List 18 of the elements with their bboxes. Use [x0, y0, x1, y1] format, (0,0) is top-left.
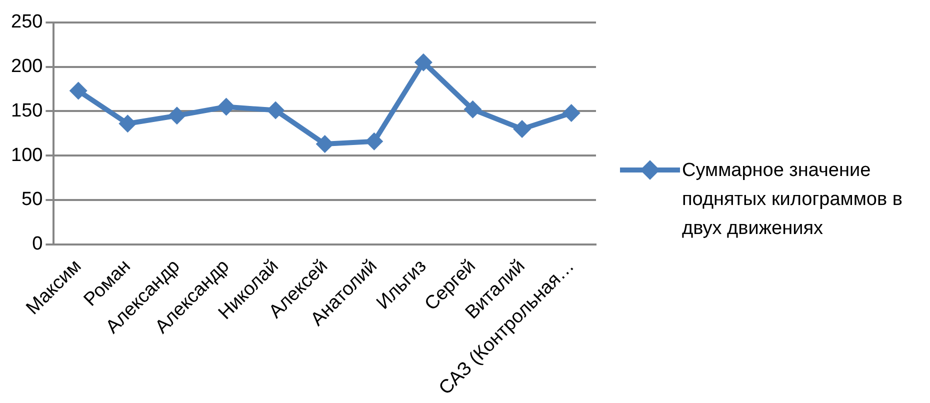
y-tick-label: 150 — [11, 100, 43, 122]
y-tick-label: 100 — [11, 144, 43, 166]
point — [168, 106, 186, 125]
y-tick-label: 200 — [11, 56, 43, 78]
point — [464, 100, 482, 118]
point — [414, 53, 432, 72]
y-tick-label: 250 — [11, 12, 43, 33]
y-tick-label: 50 — [22, 189, 43, 210]
legend-label: Суммарное значение поднятых килограммов в двух движениях — [682, 159, 904, 241]
point — [217, 98, 236, 116]
point — [562, 104, 580, 122]
point — [365, 132, 384, 150]
point — [513, 120, 532, 138]
point — [69, 82, 88, 100]
point — [266, 101, 285, 120]
y-tick-label: 0 — [32, 234, 43, 255]
point — [118, 114, 137, 133]
point — [316, 135, 334, 154]
